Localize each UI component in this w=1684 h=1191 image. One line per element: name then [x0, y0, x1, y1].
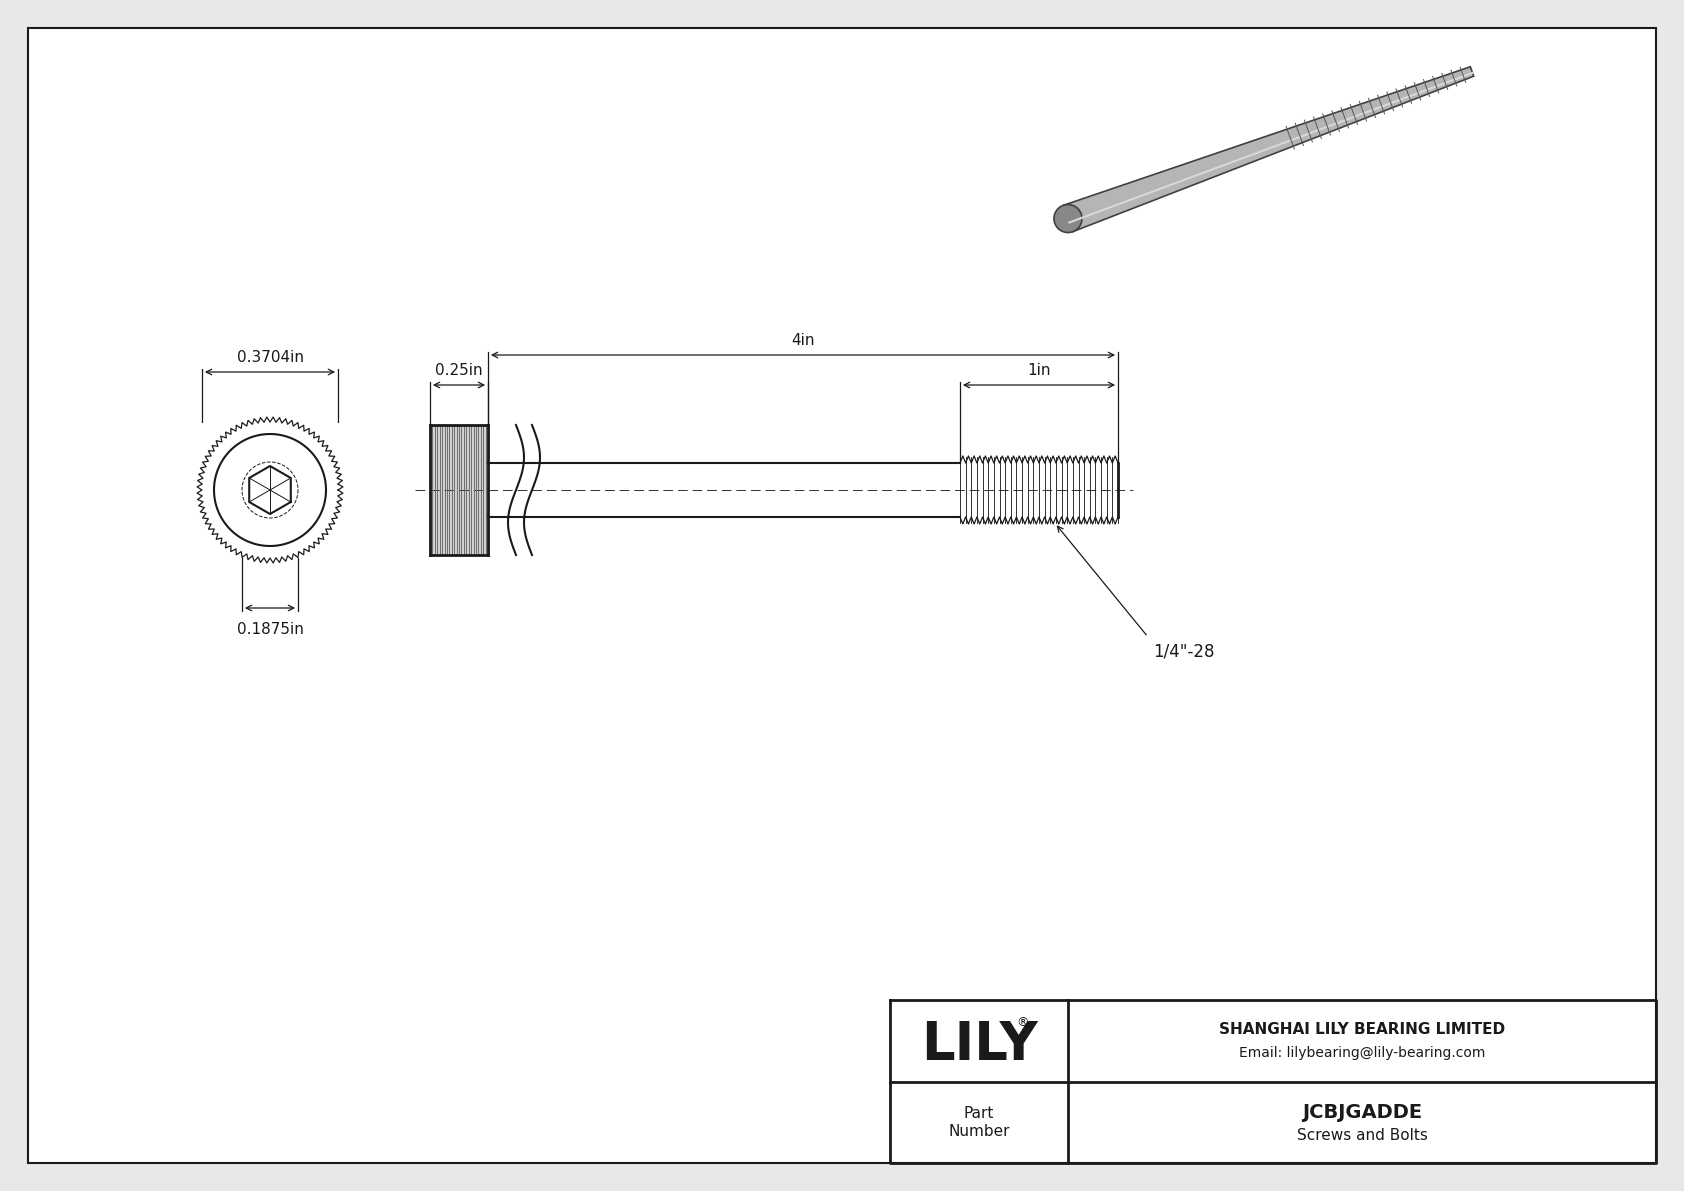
- Text: JCBJGADDE: JCBJGADDE: [1302, 1103, 1421, 1122]
- Text: 4in: 4in: [791, 333, 815, 348]
- Text: ®: ®: [1017, 1016, 1029, 1029]
- Text: 0.3704in: 0.3704in: [236, 350, 303, 364]
- Text: 0.25in: 0.25in: [434, 363, 483, 378]
- Circle shape: [1054, 205, 1081, 232]
- Text: 1in: 1in: [1027, 363, 1051, 378]
- Text: 0.1875in: 0.1875in: [236, 622, 303, 637]
- Text: LILY: LILY: [921, 1019, 1037, 1071]
- Polygon shape: [1063, 67, 1474, 232]
- Bar: [429, 425, 488, 555]
- Text: Screws and Bolts: Screws and Bolts: [1297, 1128, 1428, 1143]
- Text: Email: lilybearing@lily-bearing.com: Email: lilybearing@lily-bearing.com: [1239, 1046, 1485, 1060]
- Text: 1/4"-28: 1/4"-28: [1154, 642, 1214, 660]
- Text: SHANGHAI LILY BEARING LIMITED: SHANGHAI LILY BEARING LIMITED: [1219, 1022, 1505, 1036]
- Text: Part
Number: Part Number: [948, 1106, 1010, 1139]
